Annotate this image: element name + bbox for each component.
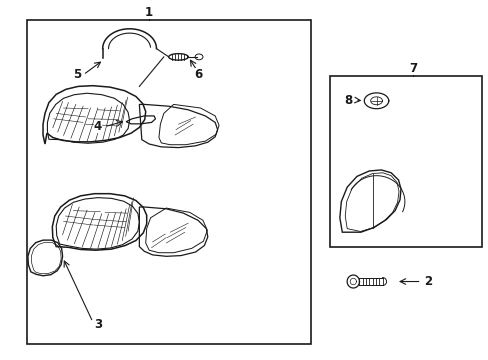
Text: 5: 5 [73,68,81,81]
Text: 7: 7 [408,62,416,75]
Text: 2: 2 [423,275,431,288]
Text: 6: 6 [194,68,202,81]
Text: 3: 3 [94,318,102,331]
Text: 1: 1 [145,6,153,19]
Text: 8: 8 [344,94,352,107]
Text: 4: 4 [94,120,102,133]
